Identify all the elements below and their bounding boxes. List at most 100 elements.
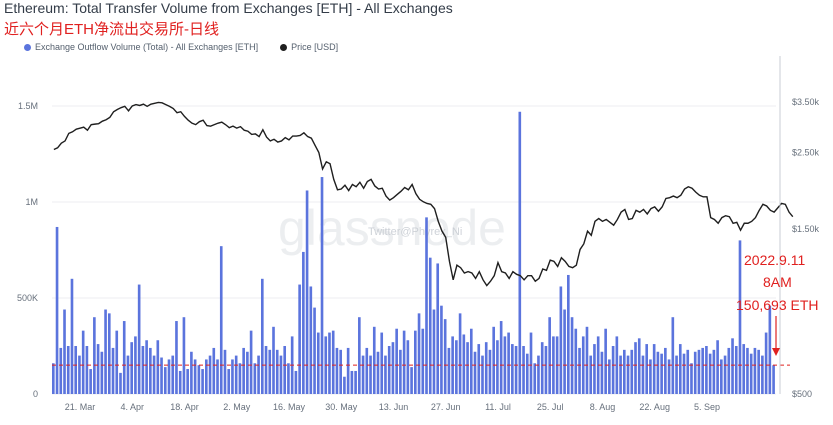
outflow-bar	[578, 347, 581, 394]
outflow-bar	[212, 347, 216, 394]
outflow-bar	[145, 340, 148, 394]
outflow-bar	[496, 340, 499, 394]
outflow-bar	[544, 346, 548, 394]
legend-label-price: Price [USD]	[291, 42, 339, 52]
outflow-bar	[287, 363, 290, 394]
outflow-bar	[167, 359, 171, 394]
outflow-bar	[667, 359, 671, 394]
outflow-bar	[406, 340, 410, 394]
outflow-bar	[384, 355, 387, 394]
legend-item-outflow[interactable]: Exchange Outflow Volume (Total) - All Ex…	[24, 42, 258, 52]
outflow-bar	[122, 321, 126, 394]
outflow-bar	[697, 349, 701, 394]
outflow-bar	[540, 342, 544, 394]
legend-item-price[interactable]: Price [USD]	[280, 42, 338, 52]
outflow-bar	[365, 347, 369, 394]
y-right-tick-label: $500	[792, 389, 812, 399]
outflow-bar	[182, 317, 186, 394]
outflow-bar	[432, 309, 436, 394]
outflow-bar	[690, 363, 693, 394]
outflow-bar	[525, 353, 529, 394]
outflow-bar	[343, 376, 346, 394]
outflow-bar	[481, 355, 484, 394]
outflow-bar	[205, 359, 208, 394]
outflow-bar	[234, 355, 238, 394]
outflow-bar	[219, 246, 223, 394]
outflow-bar	[477, 344, 481, 394]
outflow-bar	[208, 355, 212, 394]
outflow-bar	[488, 349, 492, 394]
y-right-tick-label: $2.50k	[792, 148, 820, 158]
watermark-logo: glassnode	[278, 200, 506, 256]
outflow-bar	[238, 363, 242, 394]
outflow-bar	[63, 309, 66, 394]
y-right-tick-label: $3.50k	[792, 97, 820, 107]
outflow-bar	[399, 349, 402, 394]
outflow-bar	[193, 359, 197, 394]
outflow-bar	[570, 317, 574, 394]
outflow-bar	[764, 332, 768, 394]
y-left-tick-label: 1M	[25, 197, 38, 207]
outflow-bar	[746, 347, 749, 394]
outflow-bar	[720, 359, 723, 394]
outflow-dot-icon	[24, 43, 31, 51]
outflow-bar	[163, 367, 167, 394]
outflow-bar	[574, 328, 578, 394]
outflow-bar	[671, 317, 675, 394]
outflow-bar	[548, 317, 551, 394]
x-tick-label: 30. May	[325, 402, 358, 412]
outflow-bar	[428, 257, 432, 394]
outflow-bar	[175, 321, 178, 394]
outflow-bar	[316, 332, 320, 394]
annotation-time: 8AM	[763, 274, 792, 290]
outflow-bar	[742, 344, 746, 394]
outflow-bar	[264, 346, 268, 394]
outflow-bar	[197, 365, 201, 394]
outflow-bar	[440, 305, 443, 394]
x-axis-ticks: 21. Mar 4. Apr 18. Apr 2. May 16. May 30. May…	[65, 402, 720, 412]
outflow-bar	[723, 355, 727, 394]
y-left-tick-label: 0	[33, 389, 38, 399]
outflow-bar	[85, 346, 89, 394]
x-tick-label: 2. May	[223, 402, 251, 412]
price-line	[53, 101, 794, 287]
outflow-bar	[604, 328, 607, 394]
outflow-bar	[708, 353, 712, 394]
outflow-bar	[514, 346, 518, 394]
legend-label-outflow: Exchange Outflow Volume (Total) - All Ex…	[35, 42, 259, 52]
outflow-bar	[320, 177, 324, 394]
outflow-bar	[272, 326, 275, 394]
outflow-bar	[414, 330, 417, 394]
outflow-bar	[664, 347, 667, 394]
outflow-bar	[275, 349, 279, 394]
outflow-bar	[749, 353, 753, 394]
outflow-bar	[734, 346, 738, 394]
outflow-bar	[328, 332, 331, 394]
outflow-bar	[611, 346, 615, 394]
outflow-bar	[130, 342, 133, 394]
outflow-bar	[678, 344, 682, 394]
outflow-bar	[387, 346, 391, 394]
outflow-bar	[372, 326, 376, 394]
outflow-bar	[649, 359, 652, 394]
outflow-bar	[608, 359, 611, 394]
outflow-bar	[499, 321, 503, 394]
outflow-bar	[615, 336, 619, 394]
outflow-bar	[100, 351, 104, 394]
outflow-bar	[417, 313, 421, 394]
outflow-bar	[268, 349, 272, 394]
outflow-bar	[705, 346, 708, 394]
outflow-bar	[59, 347, 63, 394]
outflow-bar	[712, 349, 716, 394]
outflow-bar	[395, 328, 398, 394]
outflow-bar	[249, 330, 253, 394]
outflow-bar	[768, 305, 772, 394]
outflow-bar	[309, 286, 313, 394]
outflow-bar	[731, 338, 734, 394]
x-tick-label: 11. Jul	[485, 402, 511, 412]
outflow-bar	[380, 332, 384, 394]
outflow-bar	[190, 351, 193, 394]
outflow-bar	[772, 365, 775, 394]
outflow-bar	[458, 313, 462, 394]
